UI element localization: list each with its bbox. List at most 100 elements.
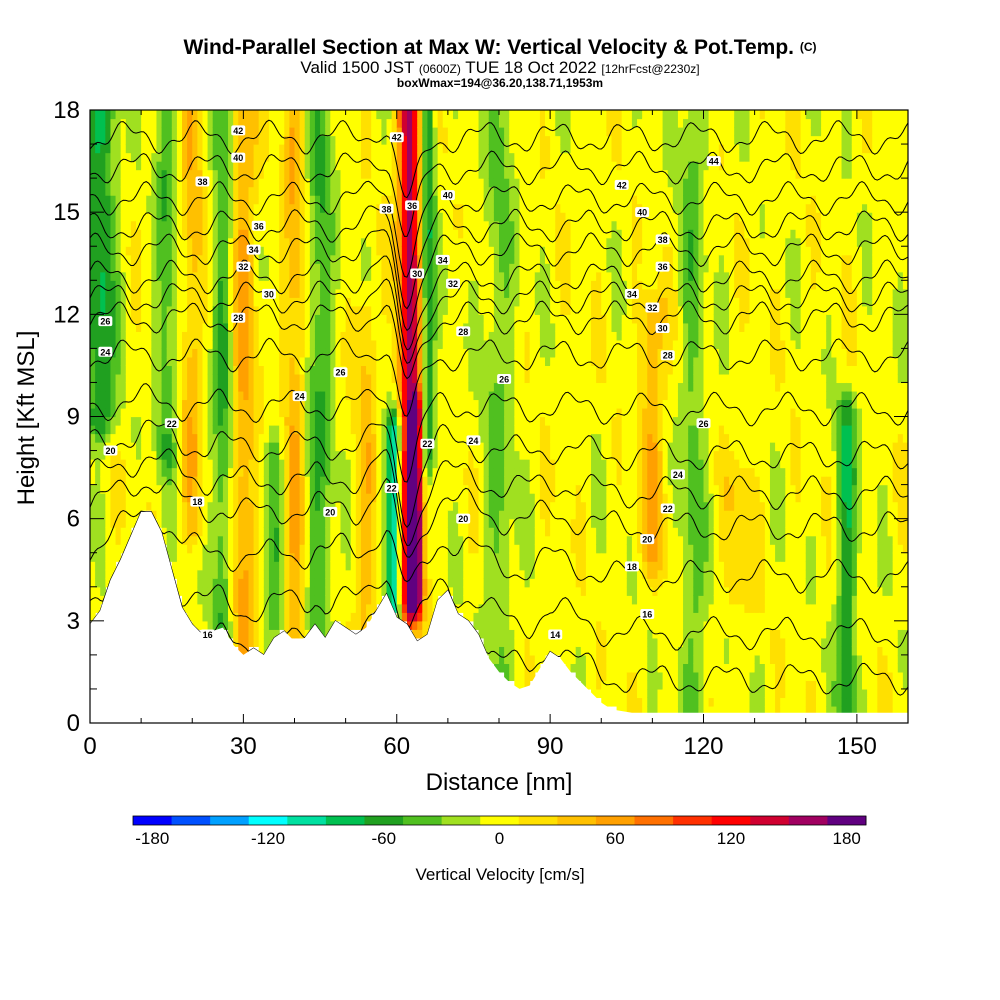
velocity-cell <box>263 305 270 315</box>
velocity-cell <box>360 220 367 230</box>
velocity-cell <box>115 152 122 162</box>
velocity-cell <box>120 390 127 401</box>
velocity-cell <box>340 339 347 349</box>
velocity-cell <box>151 229 158 239</box>
velocity-cell <box>340 254 347 264</box>
velocity-cell <box>371 527 377 537</box>
velocity-cell <box>412 237 418 247</box>
velocity-cell <box>309 280 316 290</box>
velocity-cell <box>95 161 101 171</box>
velocity-cell <box>228 271 234 281</box>
velocity-cell <box>499 246 505 256</box>
velocity-cell <box>483 144 490 154</box>
velocity-cell <box>452 229 459 239</box>
velocity-cell <box>335 603 342 613</box>
velocity-cell <box>396 118 403 128</box>
velocity-cell <box>274 518 280 528</box>
velocity-cell <box>141 382 147 392</box>
velocity-cell <box>233 433 239 443</box>
velocity-cell <box>442 135 449 145</box>
velocity-cell <box>238 510 244 520</box>
velocity-cell <box>110 246 117 256</box>
velocity-cell <box>182 186 188 196</box>
velocity-cell <box>427 407 434 418</box>
velocity-cell <box>268 561 275 571</box>
velocity-cell <box>509 603 515 613</box>
velocity-cell <box>228 586 234 596</box>
velocity-cell <box>499 527 505 537</box>
velocity-cell <box>396 518 403 528</box>
velocity-cell <box>136 169 142 179</box>
velocity-cell <box>483 544 490 554</box>
velocity-cell <box>156 484 163 494</box>
velocity-cell <box>514 535 521 545</box>
velocity-cell <box>187 569 193 579</box>
velocity-cell <box>366 305 372 315</box>
velocity-cell <box>509 339 515 349</box>
velocity-cell <box>171 305 178 315</box>
velocity-cell <box>483 212 490 222</box>
velocity-cell <box>151 169 158 179</box>
velocity-cell <box>151 118 158 128</box>
velocity-cell <box>95 144 101 154</box>
velocity-cell <box>304 459 311 469</box>
velocity-cell <box>366 578 372 588</box>
velocity-cell <box>141 254 147 264</box>
velocity-cell <box>202 288 209 298</box>
velocity-cell <box>406 416 413 426</box>
velocity-cell <box>268 348 275 358</box>
velocity-cell <box>151 442 158 452</box>
velocity-cell <box>447 229 454 239</box>
velocity-cell <box>493 382 500 392</box>
velocity-cell <box>488 467 495 477</box>
velocity-cell <box>141 271 147 281</box>
velocity-cell <box>345 229 352 239</box>
velocity-cell <box>360 186 367 196</box>
velocity-cell <box>192 416 198 426</box>
velocity-cell <box>90 331 96 341</box>
velocity-cell <box>176 144 183 154</box>
velocity-cell <box>304 305 311 315</box>
velocity-cell <box>314 152 321 162</box>
velocity-cell <box>442 212 449 222</box>
velocity-cell <box>422 552 429 562</box>
velocity-cell <box>309 382 316 392</box>
velocity-cell <box>136 212 142 222</box>
velocity-cell <box>258 569 265 579</box>
velocity-cell <box>401 229 408 239</box>
velocity-cell <box>166 144 173 154</box>
velocity-cell <box>197 135 204 145</box>
velocity-cell <box>146 501 152 511</box>
velocity-cell <box>330 203 336 213</box>
velocity-cell <box>314 348 321 358</box>
velocity-cell <box>284 603 290 613</box>
velocity-cell <box>473 407 480 418</box>
velocity-cell <box>202 348 209 358</box>
velocity-cell <box>360 467 367 477</box>
velocity-cell <box>350 212 357 222</box>
velocity-cell <box>100 246 106 256</box>
velocity-cell <box>458 152 464 162</box>
velocity-cell <box>463 339 469 349</box>
velocity-cell <box>161 382 168 392</box>
velocity-cell <box>192 263 198 273</box>
velocity-cell <box>458 314 464 324</box>
velocity-cell <box>330 527 336 537</box>
velocity-cell <box>412 161 418 171</box>
velocity-cell <box>355 280 362 290</box>
velocity-cell <box>330 569 336 579</box>
velocity-cell <box>217 433 224 443</box>
velocity-cell <box>304 144 311 154</box>
velocity-cell <box>243 331 250 341</box>
velocity-cell <box>217 229 224 239</box>
velocity-cell <box>483 237 490 247</box>
velocity-cell <box>233 305 239 315</box>
velocity-cell <box>412 416 418 426</box>
velocity-cell <box>458 280 464 290</box>
velocity-cell <box>355 416 362 426</box>
velocity-cell <box>171 535 178 545</box>
velocity-cell <box>493 535 500 545</box>
velocity-cell <box>233 407 239 418</box>
velocity-cell <box>483 450 490 460</box>
velocity-cell <box>320 135 326 145</box>
